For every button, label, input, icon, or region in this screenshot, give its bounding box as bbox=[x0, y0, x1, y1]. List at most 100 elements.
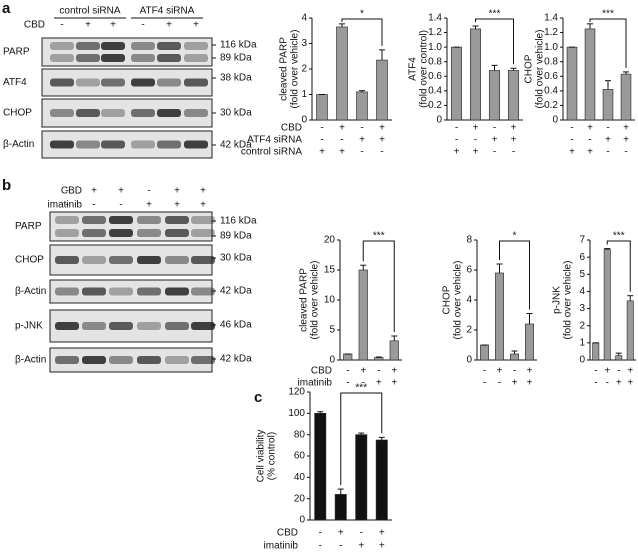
y-tick-label: 100 bbox=[288, 408, 305, 419]
marker-label: 116 kDa bbox=[220, 40, 257, 51]
significance-label: *** bbox=[613, 231, 625, 242]
blot-band bbox=[82, 356, 106, 364]
blot-band bbox=[50, 42, 74, 50]
y-tick-label: 4 bbox=[466, 295, 472, 306]
condition-sign: - bbox=[147, 186, 150, 197]
error-bar bbox=[337, 488, 344, 495]
condition-sign: + bbox=[492, 135, 498, 146]
bar bbox=[316, 94, 328, 121]
bar bbox=[495, 272, 504, 361]
blot-band bbox=[131, 54, 155, 62]
y-tick-label: 1.0 bbox=[428, 42, 442, 53]
marker-label: 30 kDa bbox=[220, 253, 252, 264]
condition-sign: + bbox=[623, 135, 629, 146]
y-axis-label: cleaved PARP bbox=[279, 37, 290, 101]
marker-label: 42 kDa bbox=[220, 354, 252, 365]
blot-band bbox=[82, 287, 106, 296]
row-label: ATF4 bbox=[3, 77, 27, 88]
significance-bracket bbox=[589, 18, 627, 68]
blot-band bbox=[50, 140, 74, 149]
blot-band bbox=[165, 256, 189, 264]
blot-band bbox=[165, 229, 189, 237]
blot-band bbox=[109, 216, 133, 224]
condition-sign: - bbox=[360, 528, 363, 539]
significance-label: * bbox=[360, 9, 364, 20]
condition-sign: + bbox=[146, 200, 152, 211]
marker-label: 89 kDa bbox=[220, 231, 252, 242]
blot-band bbox=[55, 356, 79, 364]
condition-sign: + bbox=[616, 378, 622, 389]
condition-sign: - bbox=[60, 20, 63, 31]
condition-sign: + bbox=[569, 147, 575, 158]
bar bbox=[355, 434, 368, 521]
blot-band bbox=[55, 322, 79, 330]
significance-bracket bbox=[475, 18, 514, 65]
marker-label: 89 kDa bbox=[220, 53, 252, 64]
y-axis-label: (% control) bbox=[267, 432, 278, 480]
group-label: control siRNA bbox=[59, 6, 120, 17]
marker-label: 30 kDa bbox=[220, 108, 252, 119]
condition-label: imatinib bbox=[264, 541, 299, 552]
error-bar bbox=[623, 71, 629, 75]
condition-sign: - bbox=[493, 123, 496, 134]
blot-band bbox=[131, 78, 155, 87]
bar bbox=[510, 353, 519, 361]
condition-sign: + bbox=[360, 366, 366, 377]
condition-sign: + bbox=[604, 366, 610, 377]
bar bbox=[620, 73, 632, 121]
condition-sign: + bbox=[497, 366, 503, 377]
condition-sign: - bbox=[512, 147, 515, 158]
y-tick-label: 80 bbox=[294, 429, 306, 440]
condition-sign: + bbox=[200, 200, 206, 211]
bar bbox=[356, 91, 368, 121]
error-bar bbox=[391, 335, 398, 341]
condition-sign: + bbox=[110, 20, 116, 31]
condition-sign: + bbox=[379, 541, 385, 552]
condition-sign: - bbox=[483, 366, 486, 377]
condition-sign: - bbox=[594, 366, 597, 377]
condition-sign: + bbox=[512, 378, 518, 389]
condition-label: CBD bbox=[277, 528, 298, 539]
condition-sign: - bbox=[377, 366, 380, 377]
blot-band bbox=[82, 216, 106, 224]
error-bar bbox=[379, 49, 385, 61]
blot-band bbox=[76, 109, 100, 117]
y-tick-label: 3 bbox=[579, 303, 585, 314]
blot-band bbox=[109, 229, 133, 237]
error-bar bbox=[604, 248, 611, 250]
error-bar bbox=[378, 436, 385, 440]
bar bbox=[480, 344, 489, 361]
condition-sign: + bbox=[391, 366, 397, 377]
y-tick-label: 0 bbox=[436, 115, 442, 126]
y-tick-label: 2 bbox=[301, 64, 307, 75]
y-tick-label: 0.4 bbox=[428, 85, 442, 96]
blot-band bbox=[137, 256, 161, 264]
blot-band bbox=[157, 54, 181, 62]
y-tick-label: 2 bbox=[579, 320, 585, 331]
condition-sign: + bbox=[379, 528, 385, 539]
y-tick-label: 0 bbox=[466, 355, 472, 366]
y-tick-label: 8 bbox=[466, 235, 472, 246]
y-tick-label: 0 bbox=[552, 115, 558, 126]
blot-band bbox=[76, 42, 100, 50]
condition-sign: - bbox=[320, 123, 323, 134]
significance-label: * bbox=[513, 231, 517, 242]
error-bar bbox=[472, 25, 479, 29]
condition-sign: + bbox=[623, 123, 629, 134]
condition-sign: - bbox=[483, 378, 486, 389]
panel-label: a bbox=[2, 0, 11, 17]
row-label: β-Actin bbox=[15, 355, 46, 366]
bar bbox=[469, 28, 482, 121]
blot-band bbox=[131, 109, 155, 117]
bar bbox=[626, 300, 634, 361]
condition-sign: + bbox=[319, 147, 325, 158]
y-tick-label: 4 bbox=[579, 286, 585, 297]
bar bbox=[450, 46, 463, 121]
y-tick-label: 0 bbox=[579, 355, 585, 366]
condition-sign: + bbox=[338, 528, 344, 539]
error-bar bbox=[627, 295, 634, 301]
bar bbox=[343, 353, 353, 361]
blot-band bbox=[165, 287, 189, 296]
y-axis-label: cleaved PARP bbox=[299, 268, 310, 332]
blot-band bbox=[184, 54, 208, 62]
